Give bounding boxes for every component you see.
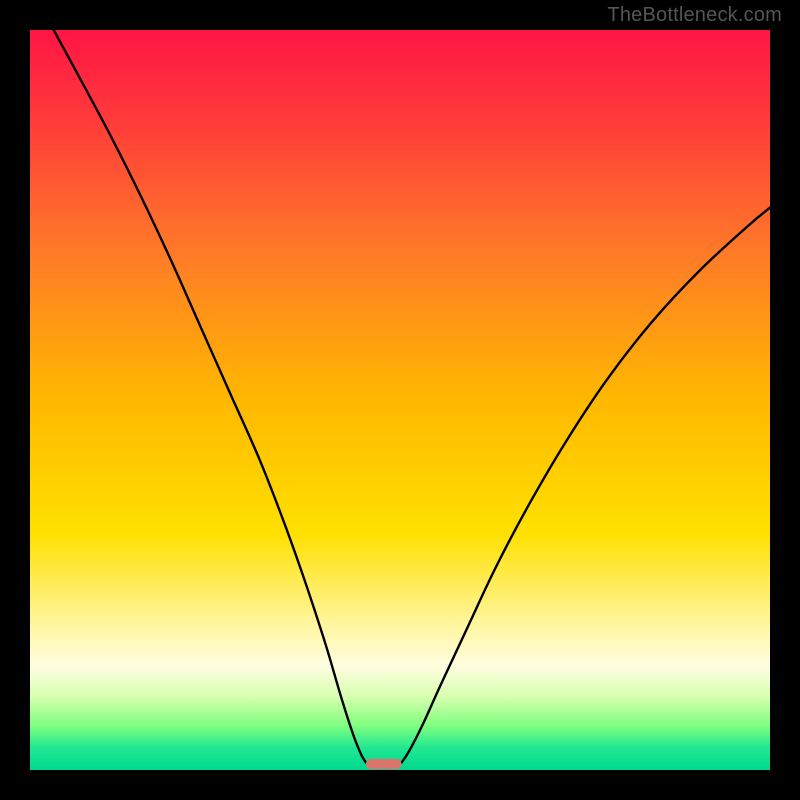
optimal-marker — [366, 759, 402, 769]
chart-plot-area — [30, 30, 770, 770]
bottleneck-curve-chart — [30, 30, 770, 770]
watermark-text: TheBottleneck.com — [607, 4, 782, 27]
chart-background — [30, 30, 770, 770]
